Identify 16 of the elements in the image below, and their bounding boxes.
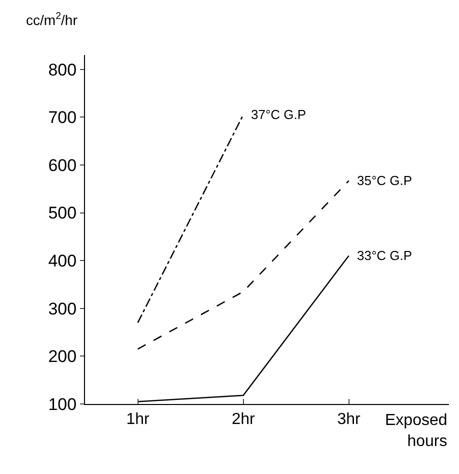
x-axis-title: Exposed hours bbox=[385, 412, 448, 450]
y-tick-label: 100 bbox=[48, 394, 77, 414]
series-label: 35°C G.P bbox=[357, 173, 412, 188]
y-axis-title: cc/m$^{2}$/hr bbox=[26, 11, 78, 28]
x-tick-label: 1hr bbox=[126, 411, 150, 428]
x-tick-label: 3hr bbox=[337, 411, 362, 428]
y-tick-label: 400 bbox=[48, 252, 77, 271]
y-tick-label: 200 bbox=[48, 347, 77, 366]
y-tick-label: 300 bbox=[48, 299, 77, 318]
y-tick-label: 700 bbox=[48, 108, 77, 128]
series-label: 37°C G.P bbox=[251, 107, 306, 122]
y-tick-label: 600 bbox=[48, 156, 77, 175]
series-label: 33°C G.P bbox=[357, 248, 412, 263]
y-tick-label: 800 bbox=[48, 60, 77, 80]
x-tick-label: 2hr bbox=[232, 411, 256, 428]
y-tick-label: 500 bbox=[48, 204, 77, 223]
